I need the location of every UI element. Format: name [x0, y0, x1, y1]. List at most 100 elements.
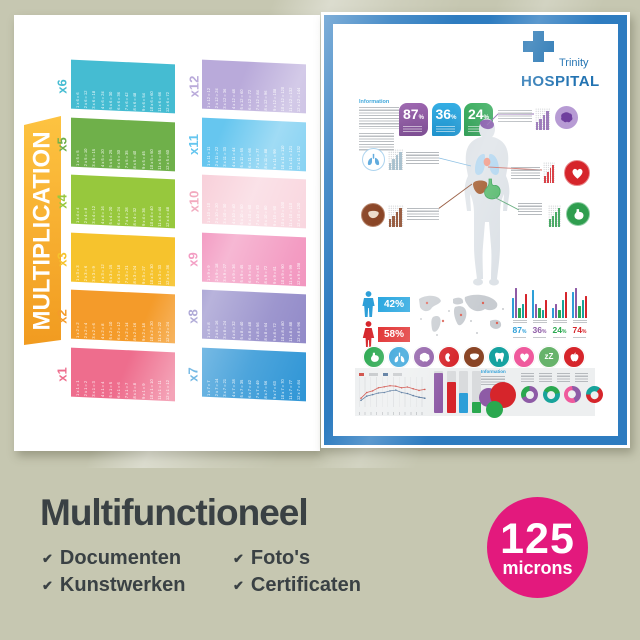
feature-label: Documenten [59, 547, 182, 569]
placeholder-text [403, 126, 422, 134]
heart-glyph [519, 353, 529, 362]
medical-cross-icon [523, 31, 554, 62]
legend-text [393, 373, 402, 376]
table-block: 1 x 11 = 11 2 x 11 = 22 3 x 11 = 33 4 x 11 … [202, 117, 306, 171]
percent-suffix: % [582, 329, 587, 335]
table-label: x4 [54, 194, 71, 209]
equation: 5 x 1 = 5 [107, 380, 113, 397]
legend-swatch [359, 373, 364, 376]
equation: 12 x 10 = 120 [296, 202, 302, 227]
bar-group-bars [512, 284, 527, 318]
equation: 8 x 2 = 16 [132, 322, 138, 341]
brain-glyph [561, 112, 573, 123]
equation: 10 x 2 = 20 [148, 320, 154, 341]
equation: 4 x 4 = 16 [99, 205, 105, 224]
line-chart-xticks [359, 412, 427, 415]
equation: 10 x 8 = 80 [279, 320, 285, 341]
equation: 7 x 3 = 21 [124, 264, 129, 283]
brand-name: Trinity [559, 57, 589, 69]
stat-value: 36 [435, 106, 452, 122]
cross-horizontal [523, 41, 554, 52]
bar-group-label: 87% [512, 325, 527, 338]
grouped-bar-charts: 87% 36% 24% 74% [512, 284, 587, 338]
equation: 6 x 6 = 36 [115, 91, 121, 110]
information-title: Information [359, 99, 390, 105]
table-label: x11 [185, 134, 202, 155]
equation: 9 x 3 = 27 [140, 265, 146, 284]
equation: 12 x 4 = 48 [165, 206, 171, 227]
multiplication-table-x10: x10 1 x 10 = 10 2 x 10 = 20 3 x 10 = 30 4 x … [185, 174, 306, 229]
equation: 7 x 6 = 42 [124, 91, 129, 110]
table-label-text: x10 [186, 190, 202, 213]
bar-group-label: 36% [532, 325, 547, 338]
equation: 10 x 12 = 120 [279, 86, 285, 111]
bar-group-bars [532, 284, 547, 318]
table-label: x7 [185, 367, 202, 382]
equation: 6 x 10 = 60 [246, 204, 252, 225]
equation: 11 x 3 = 33 [156, 263, 162, 284]
bar-group: 24% [552, 284, 567, 338]
gender-stat-female: 58% [362, 321, 411, 347]
organ-icon-row: zZ [363, 346, 585, 368]
equation: 4 x 11 = 44 [230, 146, 236, 167]
equation: 11 x 5 = 55 [156, 148, 162, 169]
placeholder-text [521, 373, 534, 382]
badge-unit: microns [502, 557, 573, 578]
bar-track [446, 371, 456, 413]
gender-stats: 42% 58% [362, 291, 411, 351]
liver-icon [463, 346, 485, 368]
equation: 9 x 10 = 90 [271, 205, 277, 226]
equation: 1 x 10 = 10 [205, 202, 211, 223]
equation: 5 x 2 = 10 [107, 321, 113, 340]
legend-swatch [383, 373, 388, 376]
stat-suffix: % [451, 115, 457, 121]
world-map [419, 294, 504, 336]
equation: 3 x 8 = 24 [222, 320, 228, 339]
table-label-text: x4 [55, 194, 70, 209]
stat-badge: 87% [399, 103, 428, 136]
equation: 7 x 12 = 84 [255, 89, 260, 110]
equation: 10 x 10 = 100 [279, 201, 285, 226]
equation: 3 x 3 = 9 [91, 265, 97, 281]
equation: 6 x 3 = 18 [115, 263, 121, 282]
equation: 8 x 9 = 72 [263, 264, 269, 283]
feature-list: ✔ Documenten ✔ Kunstwerken ✔ Foto's ✔ Certifica… [42, 545, 424, 599]
equation: 10 x 9 = 90 [279, 263, 285, 284]
table-label-text: x3 [55, 251, 70, 267]
female-icon [362, 321, 375, 347]
placeholder-text [512, 320, 527, 324]
feature-item: ✔ Kunstwerken [42, 572, 233, 599]
placeholder-text [532, 320, 547, 324]
equation: 10 x 3 = 30 [148, 263, 154, 284]
equation: 7 x 10 = 70 [255, 204, 260, 225]
equation: 10 x 5 = 50 [148, 148, 154, 169]
brain-icon [413, 346, 435, 368]
check-icon: ✔ [233, 577, 244, 593]
equation: 5 x 5 = 25 [107, 148, 113, 167]
equation: 10 x 1 = 10 [148, 378, 154, 399]
equation: 4 x 8 = 32 [230, 320, 236, 339]
equation: 11 x 1 = 11 [156, 379, 162, 399]
equation: 8 x 8 = 64 [263, 322, 269, 341]
equation: 3 x 11 = 33 [222, 145, 228, 166]
table-equations: 1 x 11 = 11 2 x 11 = 22 3 x 11 = 33 4 x 11 … [205, 119, 303, 169]
stat-badge: 36% [431, 103, 461, 136]
placeholder-text [511, 167, 540, 179]
equation: 5 x 6 = 30 [107, 91, 113, 110]
feature-item: ✔ Certificaten [233, 572, 424, 599]
bar-track [434, 371, 443, 413]
multiplication-table-x12: x12 1 x 12 = 12 2 x 12 = 24 3 x 12 = 36 4 x … [185, 59, 306, 114]
stomach-glyph [370, 352, 379, 362]
equation: 12 x 3 = 36 [165, 264, 171, 285]
equation: 1 x 2 = 2 [74, 321, 80, 338]
stat-badges: 87% 36% 24% [399, 103, 493, 136]
equation: 2 x 1 = 2 [82, 379, 88, 396]
equation: 1 x 5 = 5 [74, 149, 80, 166]
gender-percentage: 42% [378, 297, 411, 312]
